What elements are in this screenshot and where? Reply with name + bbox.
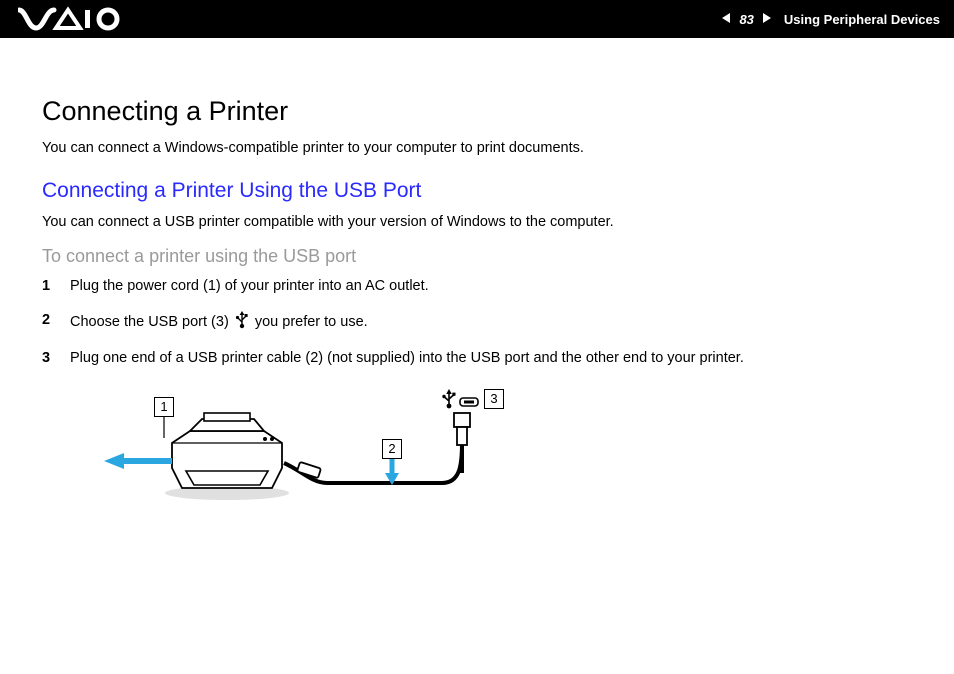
step-text: Plug one end of a USB printer cable (2) … bbox=[70, 350, 744, 366]
intro-paragraph: You can connect a Windows-compatible pri… bbox=[42, 139, 912, 159]
step-number: 3 bbox=[42, 349, 50, 369]
step-text-after: you prefer to use. bbox=[255, 314, 368, 330]
figure-callout-3: 3 bbox=[484, 389, 504, 409]
step-text-before: Choose the USB port (3) bbox=[70, 314, 233, 330]
step-text: Plug the power cord (1) of your printer … bbox=[70, 278, 429, 294]
step-item: 1 Plug the power cord (1) of your printe… bbox=[42, 277, 912, 297]
task-heading: To connect a printer using the USB port bbox=[42, 246, 912, 267]
step-item: 3 Plug one end of a USB printer cable (2… bbox=[42, 349, 912, 369]
subheading-blue: Connecting a Printer Using the USB Port bbox=[42, 179, 912, 203]
page-title: Connecting a Printer bbox=[42, 96, 912, 127]
figure-callout-1: 1 bbox=[154, 397, 174, 417]
vaio-logo bbox=[18, 6, 128, 32]
printer-connection-figure: 1 2 3 bbox=[102, 383, 502, 543]
step-number: 2 bbox=[42, 311, 50, 331]
sub-intro-paragraph: You can connect a USB printer compatible… bbox=[42, 213, 912, 233]
step-number: 1 bbox=[42, 277, 50, 297]
figure-callout-2: 2 bbox=[382, 439, 402, 459]
usb-trident-icon bbox=[235, 311, 249, 336]
steps-list: 1 Plug the power cord (1) of your printe… bbox=[42, 277, 912, 369]
next-page-arrow[interactable] bbox=[760, 11, 774, 28]
prev-page-arrow[interactable] bbox=[719, 11, 733, 28]
page-content: Connecting a Printer You can connect a W… bbox=[0, 38, 954, 543]
step-item: 2 Choose the USB port (3) you prefer to … bbox=[42, 311, 912, 336]
section-label: Using Peripheral Devices bbox=[784, 12, 940, 27]
page-number: 83 bbox=[739, 12, 753, 27]
header-bar: 83 Using Peripheral Devices bbox=[0, 0, 954, 38]
vaio-logo-svg bbox=[18, 6, 128, 32]
header-pager: 83 Using Peripheral Devices bbox=[719, 11, 940, 28]
